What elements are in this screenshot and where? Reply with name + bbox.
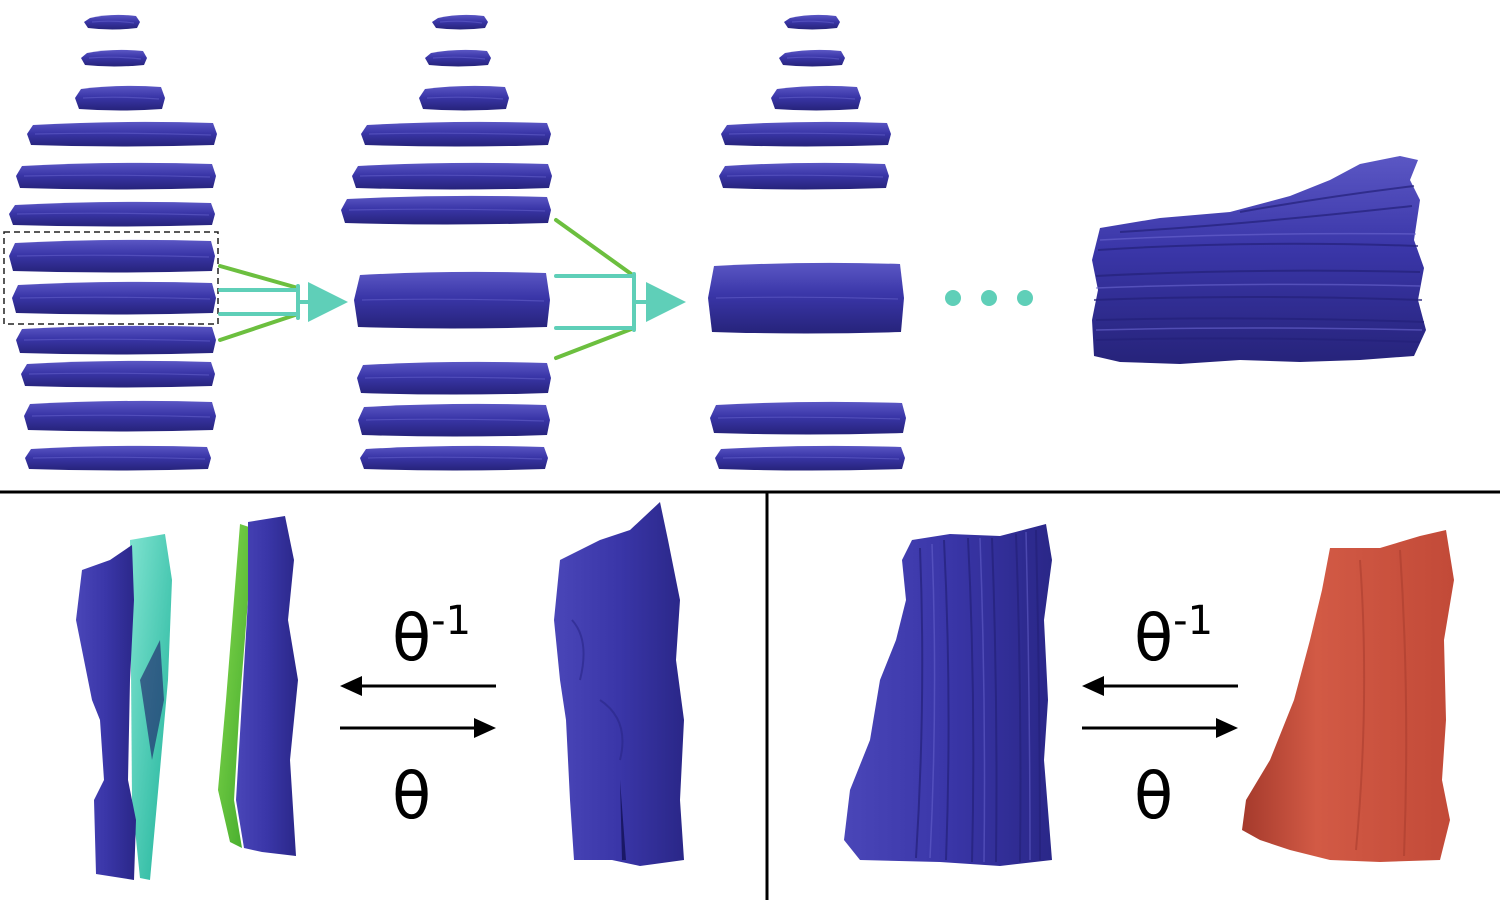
slab-layer (9, 239, 215, 273)
slab-layer (425, 49, 491, 67)
slab-layer (12, 281, 216, 315)
slab-layer (779, 49, 845, 67)
slab-layer-highlight (91, 20, 135, 24)
slab-layer (21, 360, 215, 388)
slab-layer (352, 162, 552, 190)
slab-stack-column-3 (708, 14, 906, 471)
slab-layer-highlight (361, 298, 545, 302)
slab-layer-highlight (23, 338, 211, 342)
slab-layer-highlight (16, 212, 210, 216)
arrow-right-icon (340, 718, 496, 738)
slab-layer (27, 121, 217, 147)
selection-box (3, 231, 219, 325)
slab-layer-highlight (365, 418, 545, 422)
slab-layer-highlight (728, 132, 886, 136)
slab-layer-highlight (791, 20, 835, 24)
slab-layer (81, 49, 147, 67)
slab-layer-highlight (778, 96, 856, 100)
slab-layer (25, 445, 211, 471)
slab-layer-highlight (348, 208, 546, 212)
slab-layer-highlight (439, 20, 483, 24)
slab-layer (16, 325, 216, 355)
merge-connector-2 (554, 218, 686, 360)
slab-layer (361, 121, 551, 147)
slab-layer-highlight (88, 56, 142, 60)
slab-layer (719, 162, 889, 190)
split-column-left-half (76, 534, 172, 880)
merged-slab-block (1092, 156, 1426, 364)
slab-layer-highlight (34, 132, 212, 136)
slab-layer (784, 14, 840, 30)
top-panel-slab-merging (3, 14, 1426, 471)
arrow-left-icon (1082, 676, 1238, 696)
slab-layer (358, 403, 550, 437)
slab-layer (721, 121, 891, 147)
slab-layer (419, 85, 509, 111)
slab-layer (771, 85, 861, 111)
theta-inverse-label: θ-1 (392, 598, 471, 676)
merge-connector-1 (218, 264, 348, 342)
slab-layer (24, 400, 216, 432)
slab-layer (710, 401, 906, 435)
bottom-right-panel: θ-1 θ (844, 524, 1454, 866)
theta-inverse-label-2: θ-1 (1134, 598, 1213, 676)
slab-layer-highlight (717, 416, 901, 420)
slab-layer-highlight (82, 96, 160, 100)
slab-layer (9, 201, 215, 227)
whole-column (554, 502, 684, 866)
slab-layer (75, 85, 165, 111)
slab-layer-highlight (722, 456, 900, 460)
bottom-left-panel: θ-1 θ (76, 502, 684, 880)
slab-layer-highlight (432, 56, 486, 60)
slab-stack-column-2 (341, 14, 552, 471)
slab-stack-column-1 (9, 14, 217, 471)
slab-layer-highlight (31, 414, 211, 418)
slab-layer (84, 14, 140, 30)
slab-layer-highlight (359, 174, 547, 178)
slab-layer (432, 14, 488, 30)
slab-layer-highlight (23, 174, 211, 178)
slab-layer-highlight (726, 174, 884, 178)
slab-layer-highlight (32, 456, 206, 460)
slab-layer-highlight (28, 372, 210, 376)
slab-layer-highlight (786, 56, 840, 60)
slab-layer-highlight (19, 296, 211, 300)
slab-layer (357, 361, 551, 395)
slab-layer-highlight (426, 96, 504, 100)
slab-layer (16, 162, 216, 190)
slab-layer (708, 262, 904, 334)
smooth-surface-column (1242, 530, 1454, 862)
slab-layer (354, 271, 550, 329)
theta-label-2: θ (1134, 760, 1173, 834)
slab-layer-highlight (715, 296, 899, 300)
split-column-right-half (218, 516, 298, 856)
theta-label: θ (392, 760, 431, 834)
ellipsis-icon (945, 290, 1033, 306)
slab-layer-highlight (367, 456, 543, 460)
slab-layer (360, 445, 548, 471)
slab-layer-highlight (16, 254, 210, 258)
slab-layer-highlight (364, 376, 546, 380)
slab-layer-highlight (368, 132, 546, 136)
slab-layer (341, 195, 551, 225)
arrow-left-icon (340, 676, 496, 696)
slab-layer (715, 445, 905, 471)
arrow-right-icon (1082, 718, 1238, 738)
striated-column (844, 524, 1052, 866)
